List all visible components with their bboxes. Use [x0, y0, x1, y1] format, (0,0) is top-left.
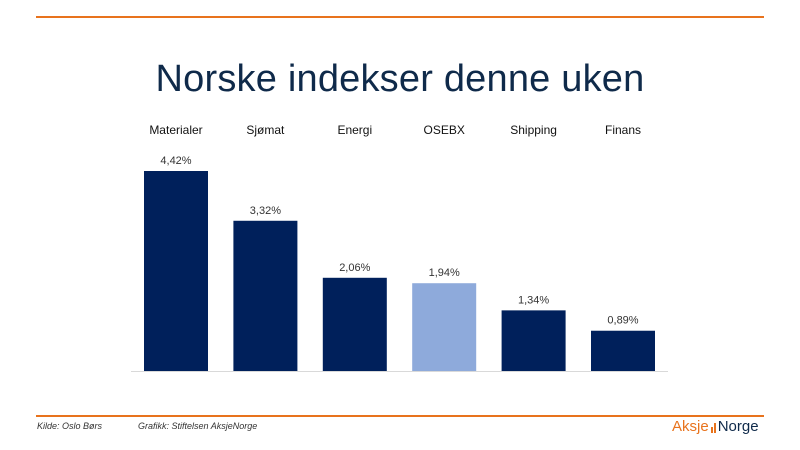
- bar-0: [144, 171, 208, 371]
- category-label-4: Shipping: [510, 123, 557, 137]
- logo-text-norge: Norge: [717, 418, 759, 435]
- value-label-2: 2,06%: [339, 262, 370, 274]
- top-divider: [36, 16, 764, 18]
- bar-3: [412, 283, 477, 371]
- aksjenorge-logo: Aksje Norge: [672, 418, 759, 435]
- bar-4: [501, 310, 566, 371]
- value-label-5: 0,89%: [607, 315, 638, 327]
- logo-text-aksje: Aksje: [672, 418, 709, 435]
- logo-bars-icon: [710, 421, 716, 433]
- value-label-4: 1,34%: [518, 294, 549, 306]
- category-label-3: OSEBX: [424, 123, 465, 137]
- source-note: Kilde: Oslo Børs: [37, 421, 103, 431]
- bar-2: [322, 277, 387, 371]
- category-label-0: Materialer: [149, 123, 202, 137]
- value-label-3: 1,94%: [429, 267, 460, 279]
- bottom-divider: [36, 415, 764, 417]
- value-label-0: 4,42%: [160, 155, 191, 167]
- credit-note: Grafikk: Stiftelsen AksjeNorge: [138, 421, 258, 431]
- category-label-1: Sjømat: [246, 123, 285, 137]
- category-label-2: Energi: [337, 123, 372, 137]
- bar-5: [591, 330, 655, 371]
- value-label-1: 3,32%: [250, 205, 281, 217]
- category-label-5: Finans: [605, 123, 641, 137]
- bar-1: [233, 220, 298, 371]
- chart-title: Norske indekser denne uken: [155, 58, 645, 101]
